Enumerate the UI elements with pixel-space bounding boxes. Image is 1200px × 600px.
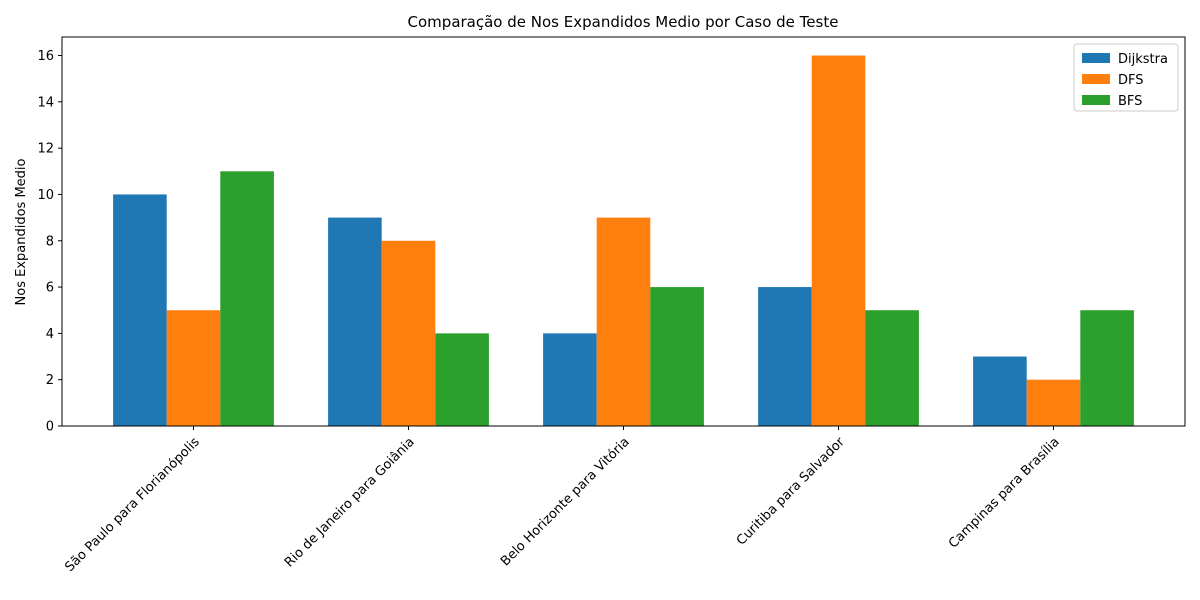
y-tick-label: 10 <box>37 188 54 203</box>
bar-dijkstra <box>758 287 812 426</box>
y-tick-label: 14 <box>37 95 54 110</box>
bar-dijkstra <box>328 217 382 426</box>
bar-bfs <box>865 310 919 426</box>
bar-bfs <box>650 287 704 426</box>
y-tick-label: 2 <box>46 373 54 388</box>
x-tick-label: São Paulo para Florianópolis <box>62 435 203 576</box>
bar-dfs <box>811 55 866 427</box>
legend: Dijkstra DFS BFS <box>1073 43 1179 112</box>
y-tick-label: 8 <box>46 234 54 249</box>
y-axis-ticks: 0 2 4 6 8 10 12 14 16 <box>37 49 62 435</box>
bar-bfs <box>435 333 489 426</box>
bar-bfs <box>1080 310 1134 426</box>
legend-label-bfs: BFS <box>1118 94 1142 109</box>
x-tick-label: Campinas para Brasília <box>946 435 1063 552</box>
x-tick-label: Curitiba para Salvador <box>734 434 848 548</box>
y-axis-label: Nos Expandidos Medio <box>14 158 29 305</box>
legend-label-dijkstra: Dijkstra <box>1118 52 1168 67</box>
bar-dijkstra <box>543 333 597 426</box>
y-tick-label: 6 <box>46 281 54 296</box>
x-tick-label: Rio de Janeiro para Goiânia <box>282 435 418 571</box>
x-tick-label: Belo Horizonte para Vitória <box>498 435 633 570</box>
legend-label-dfs: DFS <box>1118 73 1144 88</box>
bar-bfs <box>220 171 274 426</box>
x-axis-ticks: São Paulo para Florianópolis Rio de Janei… <box>62 426 1063 576</box>
y-tick-label: 16 <box>37 49 54 64</box>
y-tick-label: 12 <box>37 142 54 157</box>
legend-swatch-bfs <box>1082 95 1110 105</box>
legend-swatch-dijkstra <box>1082 53 1110 63</box>
bar-dfs <box>166 310 221 426</box>
chart-title: Comparação de Nos Expandidos Medio por C… <box>408 13 839 31</box>
y-tick-label: 0 <box>46 420 54 435</box>
bar-dfs <box>1026 379 1081 426</box>
y-tick-label: 4 <box>46 327 54 342</box>
legend-swatch-dfs <box>1082 74 1110 84</box>
bar-dijkstra <box>113 194 167 426</box>
bar-dfs <box>596 217 651 426</box>
bars-group <box>113 55 1134 427</box>
plot-area-frame <box>61 36 1186 427</box>
bar-dijkstra <box>973 356 1027 426</box>
bar-dfs <box>381 240 436 426</box>
